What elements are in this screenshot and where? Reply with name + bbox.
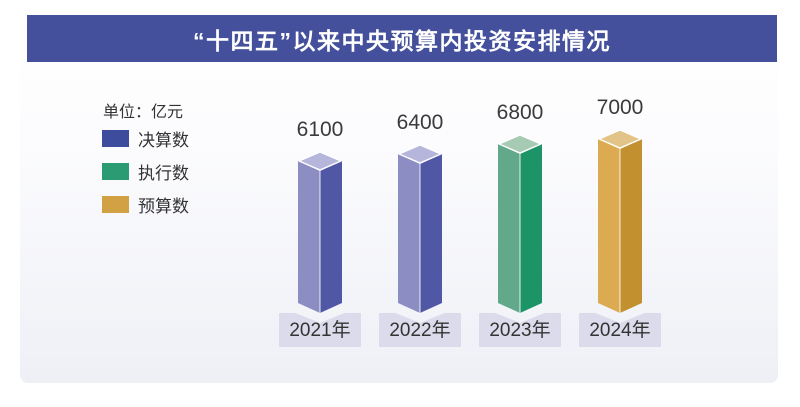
bar-value-label: 6400 [396,111,444,134]
bar-2023年 [498,134,542,313]
bar-2021年 [298,151,342,313]
bar-2024年 [598,129,642,313]
bar-value-label: 6800 [496,101,544,124]
category-label: 2024年 [579,313,661,347]
chart-title: “十四五”以来中央预算内投资安排情况 [193,27,611,54]
bar-value-label: 6100 [296,118,344,141]
legend: 决算数 执行数 预算数 [102,127,189,226]
legend-item-决算数: 决算数 [102,127,189,150]
legend-item-预算数: 预算数 [102,193,189,216]
chart-title-bar: “十四五”以来中央预算内投资安排情况 [27,15,777,62]
legend-label: 执行数 [138,163,189,183]
legend-item-执行数: 执行数 [102,160,189,183]
bar-value-label: 7000 [596,96,644,119]
legend-label: 决算数 [138,130,189,150]
category-label: 2023年 [479,313,561,347]
category-label: 2022年 [379,313,461,347]
legend-swatch [102,162,129,180]
bar-2022年 [398,144,442,313]
legend-label: 预算数 [138,196,189,216]
unit-label: 单位：亿元 [103,104,184,121]
legend-swatch [102,195,129,213]
category-label: 2021年 [279,313,361,347]
legend-swatch [102,129,129,147]
